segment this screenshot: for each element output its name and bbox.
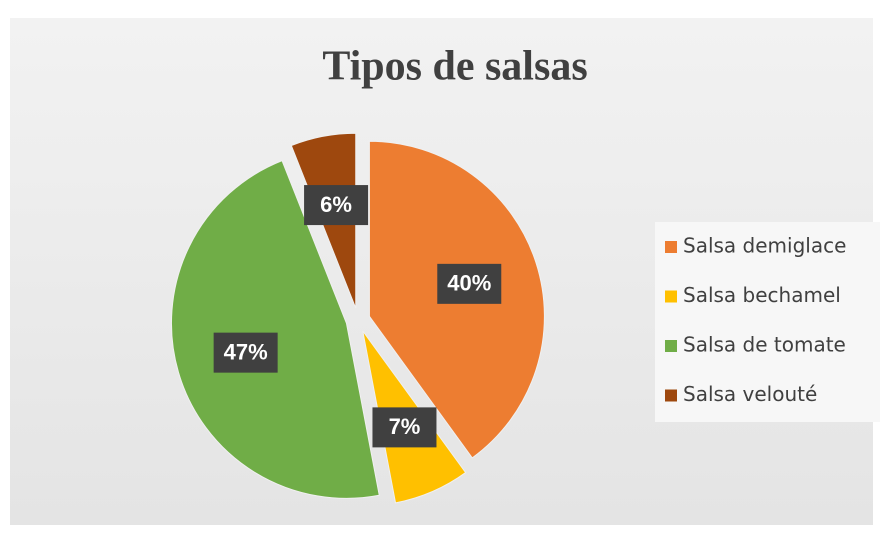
legend-swatch (665, 241, 677, 253)
legend-swatch (665, 340, 677, 352)
legend-label: Salsa bechamel (683, 283, 841, 307)
data-label-box (304, 185, 369, 226)
chart-title: Tipos de salsas (322, 44, 587, 90)
data-label: 47% (224, 339, 268, 364)
pie-slice (170, 159, 380, 499)
data-label: 6% (320, 192, 352, 217)
legend-label: Salsa demiglace (683, 234, 846, 258)
legend-swatch (665, 290, 677, 303)
data-label-box (213, 332, 278, 373)
data-label-box (372, 407, 437, 448)
data-label: 7% (389, 414, 421, 439)
data-label: 40% (447, 271, 491, 296)
legend-label: Salsa velouté (683, 382, 817, 406)
data-label-box (437, 263, 502, 304)
legend-background (655, 222, 880, 422)
legend-label: Salsa de tomate (683, 333, 846, 357)
legend-swatch (665, 389, 677, 402)
